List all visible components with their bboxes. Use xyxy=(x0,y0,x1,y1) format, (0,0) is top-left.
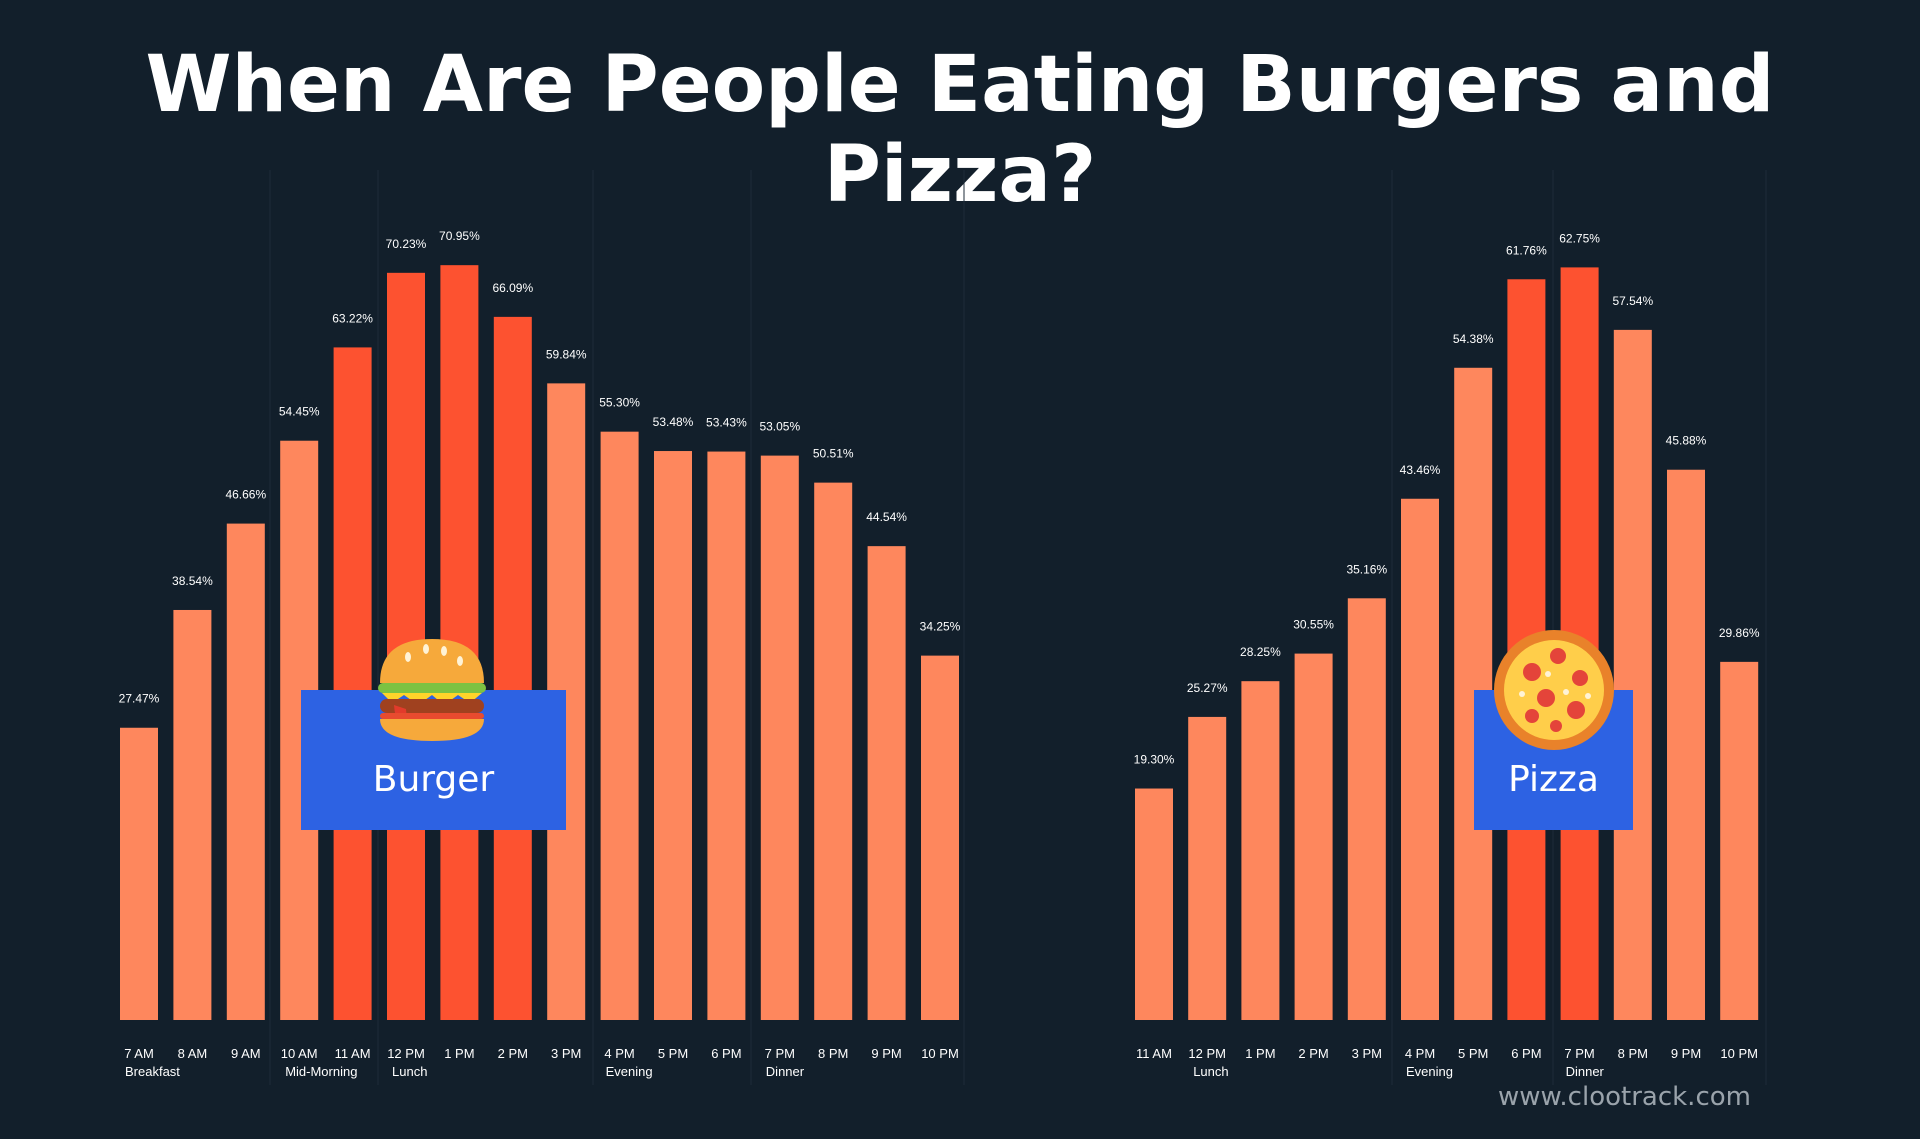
pizza-tick-label: 9 PM xyxy=(1671,1046,1701,1061)
burger-value-label: 70.95% xyxy=(439,229,480,243)
burger-tick-label: 4 PM xyxy=(604,1046,634,1061)
burger-bar xyxy=(867,546,906,1020)
burger-bar xyxy=(600,431,639,1020)
pizza-tick-label: 11 AM xyxy=(1136,1046,1172,1061)
burger-bar xyxy=(333,347,372,1021)
pizza-tick-label: 5 PM xyxy=(1458,1046,1488,1061)
burger-period-label: Dinner xyxy=(766,1064,805,1079)
chart-title: When Are People Eating Burgers and Pizza… xyxy=(145,40,1775,220)
pizza-tick-label: 8 PM xyxy=(1618,1046,1648,1061)
pizza-bar xyxy=(1241,681,1280,1020)
burger-bar xyxy=(814,482,853,1020)
pizza-bar xyxy=(1347,598,1386,1020)
burger-value-label: 38.54% xyxy=(172,574,213,588)
burger-period-label: Mid-Morning xyxy=(285,1064,357,1079)
watermark: www.clootrack.com xyxy=(1498,1082,1751,1112)
pizza-value-label: 28.25% xyxy=(1240,645,1281,659)
burger-bar xyxy=(120,727,158,1020)
burger-value-label: 53.48% xyxy=(653,415,694,429)
burger-bar xyxy=(760,455,799,1020)
burger-value-label: 53.05% xyxy=(759,420,800,434)
pizza-value-label: 45.88% xyxy=(1666,434,1707,448)
burger-bar xyxy=(654,451,692,1020)
burger-tick-label: 7 PM xyxy=(765,1046,795,1061)
pizza-period-label: Dinner xyxy=(1566,1064,1605,1079)
burger-tick-label: 8 PM xyxy=(818,1046,848,1061)
burger-tick-label: 3 PM xyxy=(551,1046,581,1061)
pizza-chart: 19.30% 11 AM 25.27% 12 PM Lunch 28.25% 1 PM 30.… xyxy=(1134,170,1767,1085)
burger-value-label: 46.66% xyxy=(225,488,266,502)
pizza-value-label: 62.75% xyxy=(1559,231,1600,245)
pizza-tick-label: 6 PM xyxy=(1511,1046,1541,1061)
burger-tick-label: 8 AM xyxy=(178,1046,208,1061)
burger-chart: 27.47% 7 AM Breakfast 38.54% 8 AM 46.66% 9 AM 5… xyxy=(119,170,965,1085)
pizza-value-label: 19.30% xyxy=(1134,753,1175,767)
burger-value-label: 55.30% xyxy=(599,396,640,410)
pizza-tick-label: 4 PM xyxy=(1405,1046,1435,1061)
pizza-period-label: Evening xyxy=(1406,1064,1453,1079)
burger-badge-label: Burger xyxy=(372,759,495,800)
burger-period-label: Lunch xyxy=(392,1064,427,1079)
pizza-bar xyxy=(1188,716,1227,1020)
burger-value-label: 44.54% xyxy=(866,510,907,524)
pizza-value-label: 57.54% xyxy=(1612,294,1653,308)
burger-tick-label: 10 PM xyxy=(921,1046,959,1061)
pizza-bar xyxy=(1667,469,1705,1020)
burger-tick-label: 12 PM xyxy=(387,1046,425,1061)
burger-tick-label: 2 PM xyxy=(498,1046,528,1061)
pizza-tick-label: 10 PM xyxy=(1720,1046,1758,1061)
burger-value-label: 70.23% xyxy=(386,237,427,251)
burger-tick-label: 11 AM xyxy=(335,1046,371,1061)
pizza-tick-label: 12 PM xyxy=(1188,1046,1226,1061)
pizza-bar xyxy=(1720,661,1759,1020)
pizza-period-label: Lunch xyxy=(1193,1064,1228,1079)
pizza-tick-label: 1 PM xyxy=(1245,1046,1275,1061)
burger-period-label: Evening xyxy=(606,1064,653,1079)
pizza-bar xyxy=(1401,498,1439,1020)
pizza-bar xyxy=(1294,653,1333,1020)
burger-value-label: 27.47% xyxy=(119,692,160,706)
burger-value-label: 59.84% xyxy=(546,347,587,361)
pizza-tick-label: 7 PM xyxy=(1564,1046,1594,1061)
burger-tick-label: 7 AM xyxy=(124,1046,154,1061)
pizza-value-label: 54.38% xyxy=(1453,332,1494,346)
burger-value-label: 63.22% xyxy=(332,311,373,325)
burger-tick-label: 9 AM xyxy=(231,1046,261,1061)
burger-bar xyxy=(226,523,265,1020)
pizza-badge-label: Pizza xyxy=(1508,759,1599,800)
burger-bar xyxy=(921,655,959,1020)
burger-tick-label: 5 PM xyxy=(658,1046,688,1061)
burger-value-label: 54.45% xyxy=(279,405,320,419)
pizza-value-label: 30.55% xyxy=(1293,618,1334,632)
burger-tick-label: 1 PM xyxy=(444,1046,474,1061)
burger-bar xyxy=(173,609,212,1020)
pizza-bar xyxy=(1135,788,1173,1020)
burger-tick-label: 9 PM xyxy=(871,1046,901,1061)
pizza-value-label: 61.76% xyxy=(1506,243,1547,257)
pizza-bar xyxy=(1613,329,1652,1020)
burger-bar xyxy=(493,316,532,1020)
pizza-tick-label: 2 PM xyxy=(1298,1046,1328,1061)
pizza-value-label: 35.16% xyxy=(1346,562,1387,576)
burger-value-label: 53.43% xyxy=(706,416,747,430)
pizza-icon xyxy=(1494,630,1614,750)
burger-icon xyxy=(378,639,486,741)
burger-value-label: 50.51% xyxy=(813,447,854,461)
pizza-tick-label: 3 PM xyxy=(1352,1046,1382,1061)
burger-tick-label: 10 AM xyxy=(281,1046,318,1061)
pizza-value-label: 29.86% xyxy=(1719,626,1760,640)
burger-value-label: 34.25% xyxy=(920,620,961,634)
burger-bar xyxy=(707,451,746,1020)
burger-tick-label: 6 PM xyxy=(711,1046,741,1061)
pizza-value-label: 43.46% xyxy=(1400,463,1441,477)
burger-period-label: Breakfast xyxy=(125,1064,180,1079)
burger-value-label: 66.09% xyxy=(492,281,533,295)
pizza-value-label: 25.27% xyxy=(1187,681,1228,695)
